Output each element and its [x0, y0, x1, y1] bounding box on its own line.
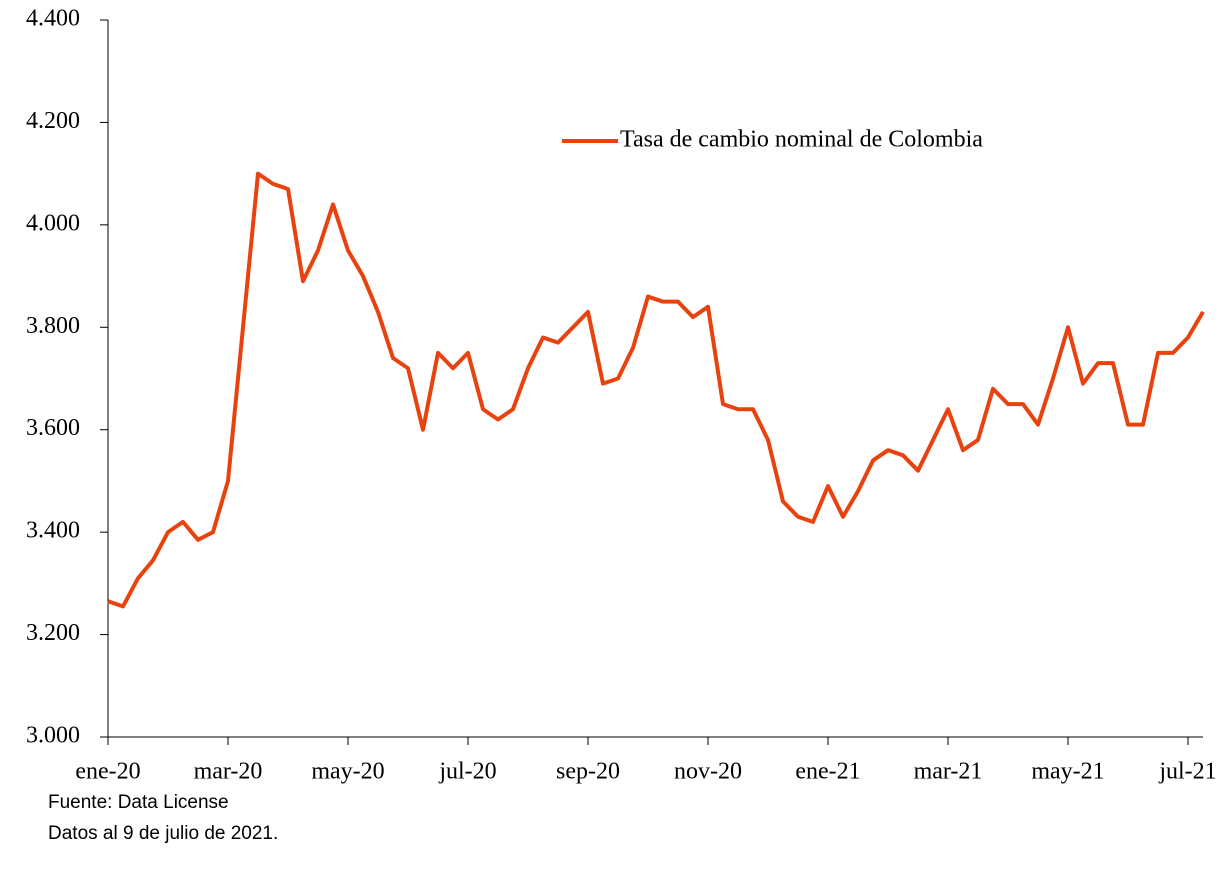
- y-tick-label: 3.200: [26, 620, 80, 646]
- note: Datos al 9 de julio de 2021.: [48, 823, 278, 844]
- y-tick-label: 3.600: [26, 415, 80, 441]
- y-tick-label: 4.200: [26, 108, 80, 134]
- x-tick-label: ene-20: [75, 759, 140, 785]
- x-tick-label: jul-21: [1158, 759, 1216, 785]
- x-tick-label: mar-20: [194, 759, 263, 785]
- x-tick-label: nov-20: [674, 759, 742, 785]
- x-tick-label: jul-20: [438, 759, 496, 785]
- x-tick-label: may-21: [1031, 759, 1104, 785]
- x-tick-label: ene-21: [795, 759, 860, 785]
- x-tick-label: may-20: [311, 759, 384, 785]
- y-tick-label: 4.400: [26, 6, 80, 32]
- line: [107, 171, 1205, 609]
- x-tick-label: mar-21: [914, 759, 983, 785]
- y-tick-label: 4.000: [26, 210, 80, 236]
- y-tick-label: 3.800: [26, 313, 80, 339]
- note: Fuente: Data License: [48, 792, 229, 813]
- x-tick-label: sep-20: [556, 759, 620, 785]
- y-tick-label: 3.400: [26, 518, 80, 544]
- legend-label: Tasa de cambio nominal de Colombia: [620, 127, 983, 153]
- y-tick-label: 3.000: [26, 723, 80, 749]
